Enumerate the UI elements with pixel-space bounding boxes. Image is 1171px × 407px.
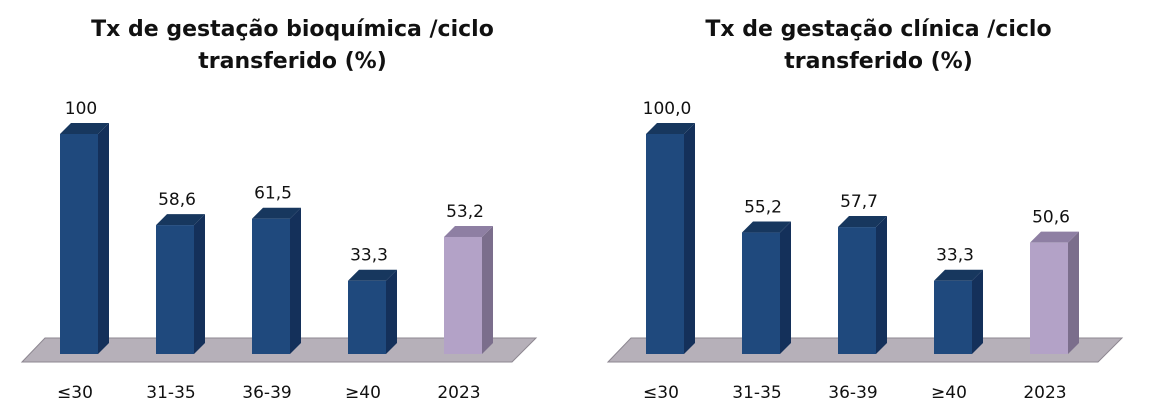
bar-3 <box>348 269 397 354</box>
bar-1 <box>156 214 205 354</box>
bar-top-face <box>838 216 887 228</box>
bar-3 <box>934 269 983 354</box>
bar-side-face <box>98 123 109 354</box>
bar-side-face <box>290 207 301 354</box>
x-tick-label: 31-35 <box>146 383 195 403</box>
chart-title: Tx de gestação bioquímica /ciclo transfe… <box>0 14 585 78</box>
bar-side-face <box>684 123 695 354</box>
bar-chart-bioquimica: 100 ≤30 58,6 31-35 61,5 36-39 33,3 ≥40 53,2 2023 <box>20 99 538 403</box>
bar-side-face <box>194 214 205 354</box>
data-label: 53,2 <box>446 202 484 222</box>
data-label: 55,2 <box>744 198 782 218</box>
bar-side-face <box>1068 231 1079 354</box>
bar-front-face <box>60 134 98 354</box>
chart-title-line-2: transferido (%) <box>784 49 973 74</box>
x-tick-label: 2023 <box>1023 383 1066 403</box>
chart-panel-bioquimica: Tx de gestação bioquímica /ciclo transfe… <box>0 0 585 407</box>
x-tick-label: 2023 <box>437 383 480 403</box>
data-label: 33,3 <box>936 246 974 266</box>
bar-side-face <box>972 269 983 354</box>
bar-side-face <box>780 221 791 354</box>
bar-side-face <box>386 269 397 354</box>
bar-0 <box>646 123 695 354</box>
chart-panel-clinica: Tx de gestação clínica /ciclo transferid… <box>586 0 1171 407</box>
data-label: 50,6 <box>1032 208 1070 228</box>
bar-front-face <box>348 280 386 354</box>
bar-front-face <box>646 134 684 354</box>
chart-title-line-2: transferido (%) <box>198 49 387 74</box>
bar-front-face <box>934 280 972 354</box>
bar-2 <box>252 207 301 354</box>
data-label: 100 <box>65 99 97 119</box>
x-tick-label: ≥40 <box>931 383 967 403</box>
bar-4 <box>444 225 493 354</box>
bar-front-face <box>1030 242 1068 354</box>
bar-2 <box>838 216 887 354</box>
bar-top-face <box>444 225 493 237</box>
data-label: 100,0 <box>643 99 692 119</box>
x-tick-label: ≥40 <box>345 383 381 403</box>
bar-top-face <box>1030 231 1079 243</box>
bar-0 <box>60 123 109 354</box>
x-tick-label: ≤30 <box>57 383 93 403</box>
bar-top-face <box>156 214 205 226</box>
bar-front-face <box>252 218 290 354</box>
data-label: 58,6 <box>158 190 196 210</box>
bar-side-face <box>876 216 887 354</box>
chart-title: Tx de gestação clínica /ciclo transferid… <box>586 14 1171 78</box>
bar-4 <box>1030 231 1079 354</box>
x-tick-label: ≤30 <box>643 383 679 403</box>
data-label: 61,5 <box>254 184 292 204</box>
bar-front-face <box>156 225 194 354</box>
bar-front-face <box>742 232 780 354</box>
bar-front-face <box>838 227 876 354</box>
chart-title-line-1: Tx de gestação bioquímica /ciclo <box>91 17 494 42</box>
data-label: 57,7 <box>840 192 878 212</box>
x-tick-label: 36-39 <box>242 383 291 403</box>
x-tick-label: 31-35 <box>732 383 781 403</box>
chart-title-line-1: Tx de gestação clínica /ciclo <box>705 17 1052 42</box>
bar-top-face <box>646 123 695 134</box>
bar-chart-clinica: 100,0 ≤30 55,2 31-35 57,7 36-39 33,3 ≥40 50,6 202… <box>606 99 1124 403</box>
bar-top-face <box>742 221 791 233</box>
bar-front-face <box>444 236 482 354</box>
bar-top-face <box>60 123 109 134</box>
bar-1 <box>742 221 791 354</box>
bar-top-face <box>348 269 397 281</box>
bar-side-face <box>482 225 493 354</box>
bar-top-face <box>934 269 983 281</box>
bar-top-face <box>252 207 301 219</box>
x-tick-label: 36-39 <box>828 383 877 403</box>
data-label: 33,3 <box>350 246 388 266</box>
